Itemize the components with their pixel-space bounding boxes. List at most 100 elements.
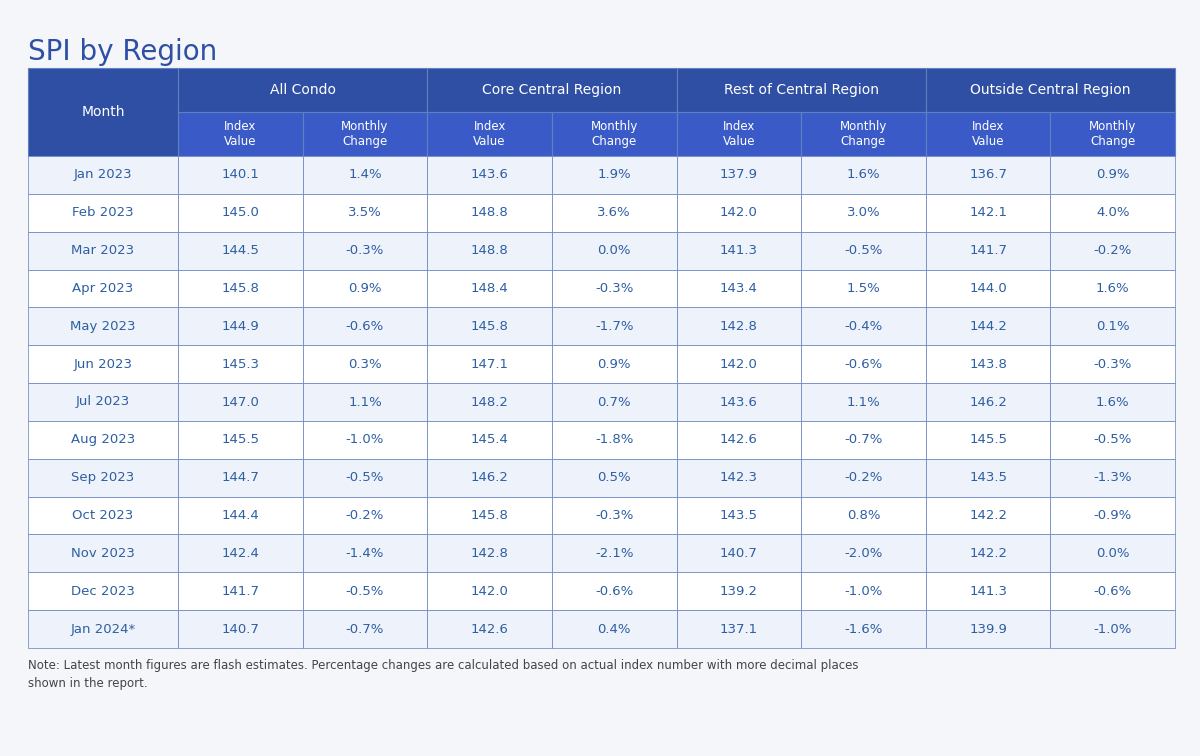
Text: Index
Value: Index Value — [972, 120, 1004, 148]
Text: Month: Month — [82, 105, 125, 119]
Text: -0.7%: -0.7% — [845, 433, 883, 446]
Text: 0.4%: 0.4% — [598, 623, 631, 636]
Text: 3.0%: 3.0% — [847, 206, 881, 219]
Text: SPI by Region: SPI by Region — [28, 38, 217, 66]
Text: 3.6%: 3.6% — [598, 206, 631, 219]
Text: 1.6%: 1.6% — [847, 169, 881, 181]
Text: -0.2%: -0.2% — [1093, 244, 1132, 257]
Text: 140.7: 140.7 — [720, 547, 757, 560]
Bar — [302, 270, 427, 308]
Bar — [178, 194, 302, 231]
Text: 0.3%: 0.3% — [348, 358, 382, 370]
Text: Jan 2024*: Jan 2024* — [71, 623, 136, 636]
Text: -0.7%: -0.7% — [346, 623, 384, 636]
Bar — [427, 231, 552, 270]
Text: -1.0%: -1.0% — [845, 584, 883, 598]
Bar — [802, 497, 925, 534]
Text: Note: Latest month figures are flash estimates. Percentage changes are calculate: Note: Latest month figures are flash est… — [28, 659, 858, 673]
Bar — [802, 383, 925, 421]
Text: -1.7%: -1.7% — [595, 320, 634, 333]
Bar — [28, 270, 178, 308]
Bar — [925, 308, 1050, 345]
Bar — [802, 194, 925, 231]
Text: Index
Value: Index Value — [722, 120, 755, 148]
Bar — [552, 534, 677, 572]
Bar — [427, 383, 552, 421]
Text: 148.4: 148.4 — [470, 282, 509, 295]
Text: 142.0: 142.0 — [720, 206, 757, 219]
Bar — [925, 421, 1050, 459]
Text: -0.2%: -0.2% — [346, 509, 384, 522]
Bar — [1050, 572, 1175, 610]
Bar — [1050, 345, 1175, 383]
Text: 0.7%: 0.7% — [598, 395, 631, 408]
Text: 145.5: 145.5 — [221, 433, 259, 446]
Bar — [1050, 610, 1175, 648]
Text: 145.3: 145.3 — [221, 358, 259, 370]
Text: Jun 2023: Jun 2023 — [73, 358, 132, 370]
Bar — [802, 534, 925, 572]
Text: Jul 2023: Jul 2023 — [76, 395, 130, 408]
Text: 0.0%: 0.0% — [598, 244, 631, 257]
Bar — [1050, 270, 1175, 308]
Text: -1.3%: -1.3% — [1093, 471, 1132, 484]
Text: Sep 2023: Sep 2023 — [71, 471, 134, 484]
Bar — [677, 572, 802, 610]
Text: 146.2: 146.2 — [970, 395, 1007, 408]
Bar — [178, 610, 302, 648]
Bar — [28, 194, 178, 231]
Bar — [802, 156, 925, 194]
Text: -2.1%: -2.1% — [595, 547, 634, 560]
Text: 142.6: 142.6 — [720, 433, 757, 446]
Text: 1.9%: 1.9% — [598, 169, 631, 181]
Text: -1.4%: -1.4% — [346, 547, 384, 560]
Text: 141.3: 141.3 — [970, 584, 1007, 598]
Text: 145.8: 145.8 — [470, 320, 509, 333]
Bar — [802, 112, 925, 156]
Bar — [552, 156, 677, 194]
Text: 145.8: 145.8 — [470, 509, 509, 522]
Bar — [427, 156, 552, 194]
Bar — [925, 534, 1050, 572]
Bar — [552, 308, 677, 345]
Bar — [802, 459, 925, 497]
Bar — [552, 421, 677, 459]
Bar — [1050, 231, 1175, 270]
Bar — [178, 308, 302, 345]
Bar — [427, 308, 552, 345]
Text: 1.5%: 1.5% — [846, 282, 881, 295]
Text: Apr 2023: Apr 2023 — [72, 282, 133, 295]
Bar — [802, 610, 925, 648]
Text: Monthly
Change: Monthly Change — [1090, 120, 1136, 148]
Bar — [677, 421, 802, 459]
Text: 142.0: 142.0 — [470, 584, 509, 598]
Text: 142.2: 142.2 — [970, 509, 1007, 522]
Text: Mar 2023: Mar 2023 — [72, 244, 134, 257]
Text: -0.3%: -0.3% — [1093, 358, 1132, 370]
Text: -0.3%: -0.3% — [595, 282, 634, 295]
Text: Rest of Central Region: Rest of Central Region — [724, 83, 878, 97]
Text: 141.3: 141.3 — [720, 244, 758, 257]
Text: 0.9%: 0.9% — [1096, 169, 1129, 181]
Text: 146.2: 146.2 — [470, 471, 509, 484]
Text: 148.8: 148.8 — [470, 244, 509, 257]
Text: Monthly
Change: Monthly Change — [341, 120, 389, 148]
Text: -0.5%: -0.5% — [845, 244, 883, 257]
Text: Jan 2023: Jan 2023 — [73, 169, 132, 181]
Text: Monthly
Change: Monthly Change — [840, 120, 887, 148]
Text: 1.6%: 1.6% — [1096, 395, 1129, 408]
Text: 145.5: 145.5 — [970, 433, 1007, 446]
Bar — [28, 572, 178, 610]
Bar — [427, 497, 552, 534]
Text: 0.5%: 0.5% — [598, 471, 631, 484]
Text: 144.7: 144.7 — [221, 471, 259, 484]
Text: 142.1: 142.1 — [970, 206, 1007, 219]
Bar — [677, 231, 802, 270]
Bar — [178, 68, 427, 112]
Bar — [925, 610, 1050, 648]
Bar — [677, 308, 802, 345]
Bar — [677, 68, 925, 112]
Text: 142.8: 142.8 — [470, 547, 509, 560]
Text: Aug 2023: Aug 2023 — [71, 433, 136, 446]
Text: 144.4: 144.4 — [222, 509, 259, 522]
